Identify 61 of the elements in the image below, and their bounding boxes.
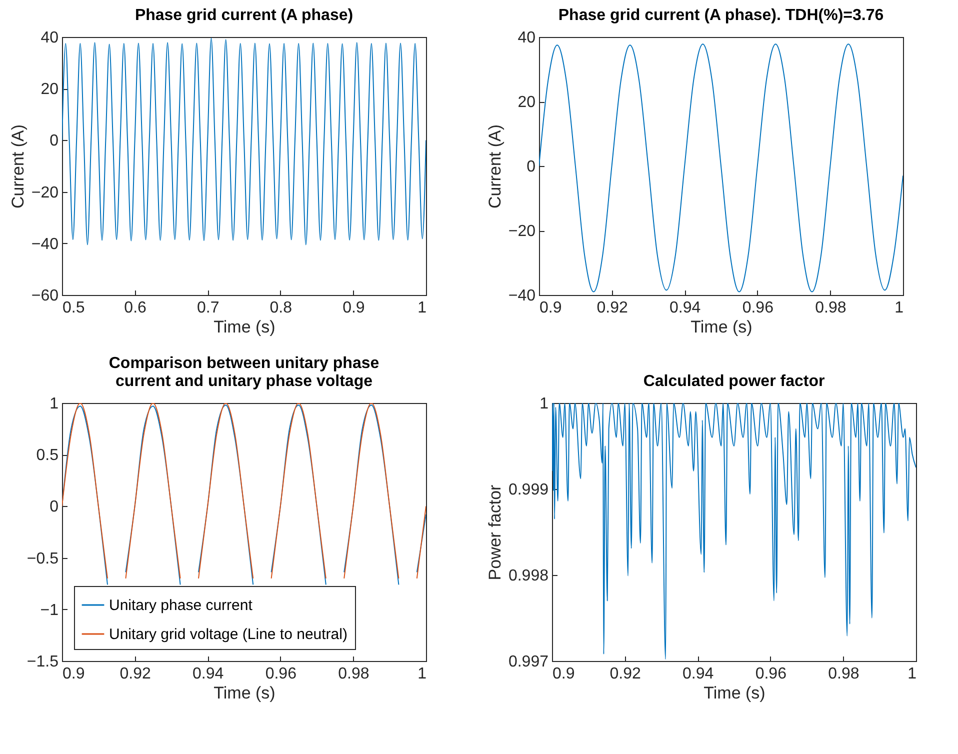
x-tick-label: 0.9 — [552, 666, 575, 682]
x-tick-label: 0.96 — [755, 666, 787, 682]
x-tick-label: 0.9 — [540, 300, 562, 316]
x-tick-label: 0.92 — [610, 666, 641, 682]
y-tick-label: 20 — [518, 94, 536, 111]
x-tick-label: 0.98 — [338, 666, 370, 682]
y-tick-label: −40 — [508, 288, 536, 304]
y-tick-label: 40 — [40, 30, 59, 46]
x-tick-label: 0.7 — [196, 300, 220, 316]
x-tick-label: 0.9 — [62, 666, 85, 682]
x-tick-label: 0.92 — [596, 300, 628, 316]
x-axis-title: Time (s) — [214, 318, 276, 336]
y-tick-label: −0.5 — [26, 550, 59, 568]
x-tick-label: 0.92 — [120, 666, 151, 682]
y-tick-label: −40 — [31, 236, 59, 253]
line-series — [62, 38, 426, 246]
line-series — [552, 403, 916, 660]
y-tick-label: 1 — [540, 396, 549, 412]
x-tick-label: 0.5 — [62, 300, 85, 316]
y-axis-title: Power factor — [485, 484, 504, 580]
chart-title: Calculated power factor — [643, 373, 825, 390]
x-axis-title: Time (s) — [690, 318, 752, 336]
x-tick-label: 1 — [908, 666, 917, 682]
legend-label: Unitary phase current — [109, 597, 254, 614]
x-tick-label: 0.94 — [682, 666, 714, 682]
x-tick-label: 0.6 — [124, 300, 147, 316]
x-axis-title: Time (s) — [214, 684, 276, 702]
y-axis-title: Current (A) — [485, 124, 504, 209]
y-tick-label: 0 — [526, 158, 536, 176]
y-tick-label: 1 — [50, 396, 59, 412]
x-tick-label: 0.8 — [270, 300, 292, 316]
x-axis-title: Time (s) — [704, 684, 766, 702]
chart-title: Comparison between unitary phase current and unitary phase voltage — [108, 355, 380, 390]
x-tick-label: 0.9 — [342, 300, 365, 316]
y-tick-label: −1.5 — [26, 654, 59, 670]
y-tick-label: 40 — [518, 30, 536, 46]
y-tick-label: −60 — [31, 288, 59, 304]
y-axis-title: Current (A) — [8, 124, 28, 209]
y-tick-label: 0 — [50, 132, 59, 150]
x-tick-label: 0.94 — [670, 300, 701, 316]
chart-title: Phase grid current (A phase). TDH(%)=3.76 — [558, 7, 884, 24]
y-tick-label: −20 — [31, 184, 59, 202]
x-tick-label: 0.98 — [828, 666, 860, 682]
y-tick-label: −20 — [508, 223, 536, 240]
x-tick-label: 0.94 — [192, 666, 224, 682]
x-tick-label: 1 — [894, 300, 904, 316]
x-tick-label: 1 — [418, 300, 427, 316]
x-tick-label: 0.98 — [815, 300, 846, 316]
x-tick-label: 0.96 — [742, 300, 774, 316]
y-tick-label: 0.998 — [508, 568, 549, 584]
y-tick-label: 0.999 — [508, 482, 549, 498]
y-tick-label: 0.5 — [36, 447, 59, 464]
x-tick-label: 0.96 — [265, 666, 297, 682]
y-tick-label: −1 — [40, 602, 59, 619]
x-tick-label: 1 — [418, 666, 427, 682]
y-tick-label: 20 — [40, 81, 59, 98]
line-series — [539, 44, 903, 292]
y-tick-label: 0.997 — [508, 654, 549, 670]
chart-title: Phase grid current (A phase) — [134, 7, 354, 24]
y-tick-label: 0 — [50, 498, 59, 516]
legend-label: Unitary grid voltage (Line to neutral) — [109, 626, 348, 643]
